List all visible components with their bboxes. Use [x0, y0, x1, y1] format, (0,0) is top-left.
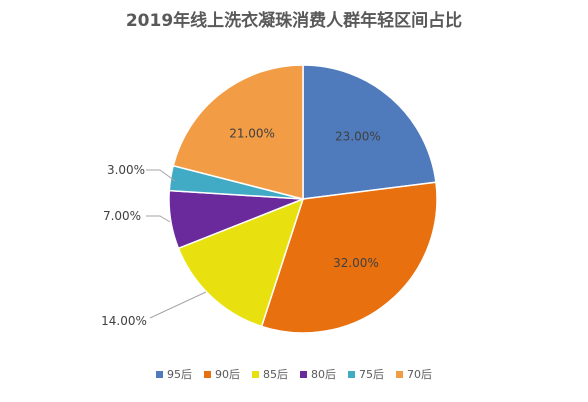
legend-label: 85后 — [263, 368, 288, 381]
legend-item: 70后 — [396, 366, 432, 382]
legend-item: 75后 — [348, 366, 384, 382]
chart-title: 2019年线上洗衣凝珠消费人群年轻区间占比 — [125, 11, 463, 31]
legend-item: 90后 — [204, 366, 240, 382]
leader-line — [146, 169, 176, 182]
pie-slice-label: 3.00% — [107, 163, 145, 177]
legend-label: 75后 — [359, 368, 384, 381]
legend-label: 80后 — [311, 368, 336, 381]
leader-line — [146, 215, 171, 223]
pie-slice-label: 32.00% — [333, 256, 379, 270]
legend-label: 70后 — [407, 368, 432, 381]
pie-slice-6 — [172, 64, 304, 200]
legend-item: 95后 — [156, 366, 192, 382]
legend-item: 80后 — [300, 366, 336, 382]
legend-label: 90后 — [215, 368, 240, 381]
chart-legend: 95后 90后 85后 80后 75后 70后 — [0, 366, 588, 382]
leader-line — [149, 291, 207, 319]
pie-slice-label: 23.00% — [335, 130, 381, 144]
legend-swatch — [252, 370, 259, 378]
legend-item: 85后 — [252, 366, 288, 382]
legend-swatch — [204, 370, 211, 378]
legend-swatch — [348, 370, 355, 378]
pie-slice-label: 14.00% — [101, 314, 147, 328]
pie-slice-label: 7.00% — [103, 209, 141, 223]
legend-swatch — [156, 370, 163, 378]
pie-slice-2 — [260, 181, 438, 334]
pie-slice-3 — [177, 197, 305, 328]
legend-swatch — [396, 370, 403, 378]
pie-slice-1 — [302, 64, 437, 200]
pie-slice-label: 21.00% — [229, 126, 275, 140]
legend-swatch — [300, 370, 307, 378]
legend-label: 95后 — [167, 368, 192, 381]
